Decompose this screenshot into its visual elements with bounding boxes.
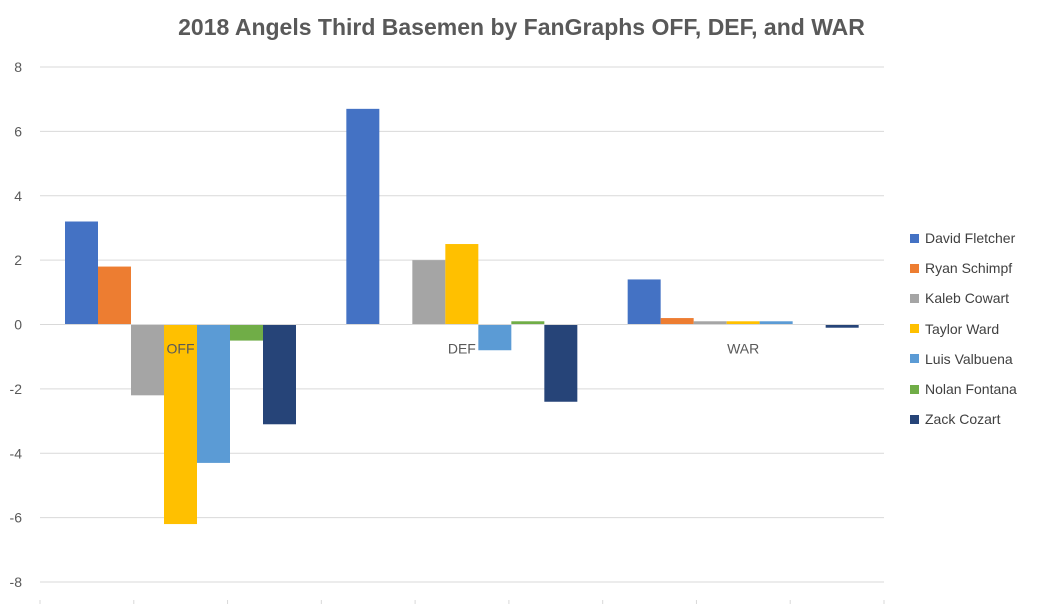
bar-david-fletcher-war <box>627 279 661 325</box>
legend-label: David Fletcher <box>925 230 1016 247</box>
bar-zack-cozart-def <box>544 324 578 402</box>
bar-kaleb-cowart-def <box>412 260 446 325</box>
category-label: DEF <box>448 341 476 357</box>
y-tick-label: -4 <box>10 445 23 461</box>
bar-nolan-fontana-def <box>511 321 545 325</box>
legend-swatch <box>910 324 919 334</box>
legend-item: Luis Valbuena <box>910 344 1017 374</box>
legend-swatch <box>910 414 919 424</box>
legend-label: Ryan Schimpf <box>925 260 1013 277</box>
bar-zack-cozart-off <box>263 324 296 425</box>
bar-ryan-schimpf-war <box>660 318 694 325</box>
legend-item: Ryan Schimpf <box>910 253 1017 283</box>
legend-swatch <box>910 233 919 243</box>
legend-label: Zack Cozart <box>925 411 1001 428</box>
y-tick-label: 0 <box>14 317 22 333</box>
y-tick-label: 4 <box>14 188 22 204</box>
legend-item: Nolan Fontana <box>910 374 1017 404</box>
bar-taylor-ward-war <box>726 321 760 325</box>
legend-swatch <box>910 293 919 303</box>
bar-zack-cozart-war <box>825 324 859 328</box>
legend-item: Zack Cozart <box>910 404 1017 434</box>
labels: 8 6 4 2 0 -2 -4 -6 -8 OFF DEF WAR <box>10 59 760 590</box>
y-tick-label: -6 <box>10 510 23 526</box>
legend-swatch <box>910 354 919 364</box>
chart-title: 2018 Angels Third Basemen by FanGraphs O… <box>178 14 865 40</box>
bar-luis-valbuena-def <box>478 324 512 351</box>
axes <box>39 324 885 604</box>
legend-label: Nolan Fontana <box>925 381 1017 398</box>
y-tick-label: -2 <box>10 381 23 397</box>
y-tick-label: 6 <box>14 123 22 139</box>
bar-kaleb-cowart-off <box>131 324 164 396</box>
bar-luis-valbuena-off <box>197 324 230 463</box>
legend-label: Taylor Ward <box>925 320 1000 337</box>
legend-item: David Fletcher <box>910 223 1017 253</box>
bar-david-fletcher-off <box>65 221 98 325</box>
legend-item: Taylor Ward <box>910 314 1017 344</box>
y-tick-label: 2 <box>14 252 22 268</box>
bar-nolan-fontana-off <box>230 324 263 341</box>
gridlines <box>40 66 884 583</box>
bar-kaleb-cowart-war <box>693 321 727 325</box>
chart-legend: David Fletcher Ryan Schimpf Kaleb Cowart Ta… <box>910 223 1017 434</box>
bar-ryan-schimpf-off <box>98 266 131 325</box>
legend-label: Luis Valbuena <box>925 350 1013 367</box>
category-label: OFF <box>167 341 195 357</box>
y-tick-label: 8 <box>14 59 22 75</box>
bar-taylor-ward-def <box>445 244 479 325</box>
legend-swatch <box>910 263 919 273</box>
y-tick-label: -8 <box>10 574 23 590</box>
category-label: WAR <box>727 341 759 357</box>
legend-label: Kaleb Cowart <box>925 290 1010 307</box>
bar-taylor-ward-off <box>164 324 197 525</box>
legend-swatch <box>910 384 919 394</box>
bar-david-fletcher-def <box>346 108 380 325</box>
bars <box>65 108 859 525</box>
legend-item: Kaleb Cowart <box>910 283 1017 313</box>
bar-luis-valbuena-war <box>759 321 793 325</box>
